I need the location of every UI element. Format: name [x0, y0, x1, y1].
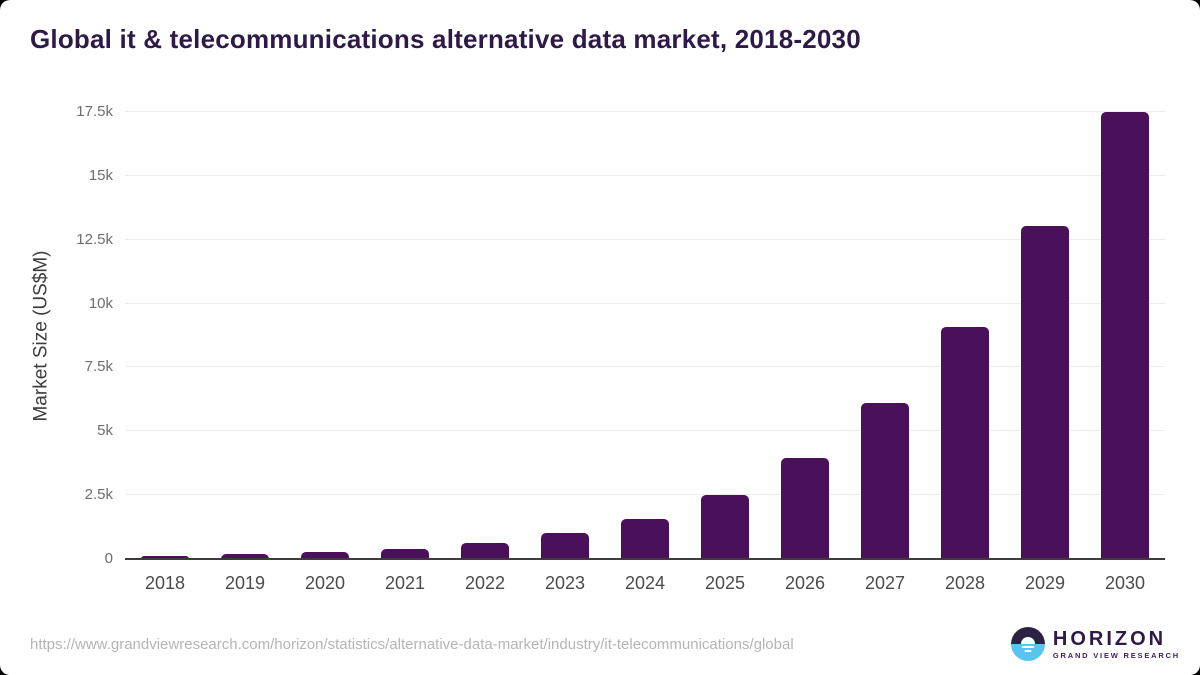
plot-area: 0 2.5k 5k 7.5k 10k 12.5k 15k 17.5k 2018 2019 2020…: [76, 104, 1165, 593]
bar-slot-2020: [285, 112, 365, 559]
bar-slot-2029: [1005, 112, 1085, 559]
bar-2018[interactable]: [141, 556, 189, 559]
gridline: [125, 430, 1165, 432]
y-tick-label-0: 0: [104, 550, 113, 567]
bar-2019[interactable]: [221, 554, 269, 559]
y-axis-title-text: Market Size (US$M): [31, 249, 52, 422]
bar-slot-2024: [605, 112, 685, 559]
source-url: https://www.grandviewresearch.com/horizo…: [30, 636, 794, 653]
y-axis-ticks: 0 2.5k 5k 7.5k 10k 12.5k 15k 17.5k: [55, 104, 125, 567]
bar-2021[interactable]: [381, 548, 429, 559]
bar-slot-2019: [205, 112, 285, 559]
x-tick-label-2024: 2024: [624, 573, 666, 593]
bar-slot-2021: [365, 112, 445, 559]
bar-slot-2018: [125, 112, 205, 559]
gridline: [125, 238, 1165, 240]
bar-slot-2030: [1085, 112, 1165, 559]
bar-slot-2027: [845, 112, 925, 559]
bar-slot-2028: [925, 112, 1005, 559]
bar-2030[interactable]: [1101, 112, 1149, 559]
gridline: [125, 494, 1165, 496]
sun-reflection-line: [1024, 650, 1032, 652]
x-axis-line: [125, 558, 1165, 560]
bar-2028[interactable]: [941, 326, 989, 559]
bar-2027[interactable]: [861, 403, 909, 559]
gridline: [125, 174, 1165, 176]
x-tick-label-2018: 2018: [144, 573, 186, 593]
bar-2020[interactable]: [301, 552, 349, 559]
logo-subtitle: GRAND VIEW RESEARCH: [1052, 650, 1180, 660]
gridline: [125, 302, 1165, 304]
bar-2026[interactable]: [781, 458, 829, 559]
y-tick-label-12.5k: 12.5k: [76, 230, 113, 248]
bar-2025[interactable]: [701, 495, 749, 559]
y-tick-label-7.5k: 7.5k: [84, 358, 113, 376]
y-tick-label-2.5k: 2.5k: [84, 486, 113, 504]
x-tick-label-2019: 2019: [224, 573, 266, 593]
y-tick-label-10k: 10k: [88, 294, 113, 312]
x-tick-label-2025: 2025: [704, 573, 746, 593]
gridline: [125, 111, 1165, 112]
bar-slot-2022: [445, 112, 525, 559]
x-tick-label-2027: 2027: [864, 573, 906, 593]
y-tick-label-17.5k: 17.5k: [76, 103, 113, 120]
x-tick-label-2020: 2020: [304, 573, 346, 593]
bar-2023[interactable]: [541, 533, 589, 559]
logo-wordmark-block: HORIZON GRAND VIEW RESEARCH: [1053, 629, 1180, 660]
y-tick-label-15k: 15k: [88, 166, 113, 184]
x-tick-label-2028: 2028: [944, 573, 986, 593]
x-tick-label-2030: 2030: [1104, 573, 1146, 593]
bar-2022[interactable]: [461, 543, 509, 559]
x-tick-label-2022: 2022: [464, 573, 506, 593]
horizon-logo: HORIZON GRAND VIEW RESEARCH: [1010, 627, 1180, 661]
bar-2029[interactable]: [1021, 225, 1069, 559]
y-tick-label-5k: 5k: [97, 422, 113, 440]
bar-slot-2026: [765, 112, 845, 559]
x-tick-label-2029: 2029: [1024, 573, 1066, 593]
grid-layer: [125, 111, 1165, 559]
sun-icon: [1020, 637, 1035, 644]
bar-slot-2025: [685, 112, 765, 559]
logo-wordmark: HORIZON: [1052, 627, 1167, 650]
bar-2024[interactable]: [621, 518, 669, 559]
x-tick-label-2023: 2023: [544, 573, 586, 593]
page-title: Global it & telecommunications alternati…: [30, 24, 861, 54]
gridline: [125, 366, 1165, 368]
x-tick-label-2021: 2021: [384, 573, 426, 593]
sun-reflection-line: [1021, 646, 1034, 648]
x-tick-label-2026: 2026: [784, 573, 826, 593]
bar-slot-2023: [525, 112, 605, 559]
bars-layer: [125, 112, 1165, 559]
x-axis-ticks: 2018 2019 2020 2021 2022 2023 2024 2025 2026 2027…: [125, 559, 1165, 593]
sun-over-horizon-icon: [1010, 627, 1045, 661]
